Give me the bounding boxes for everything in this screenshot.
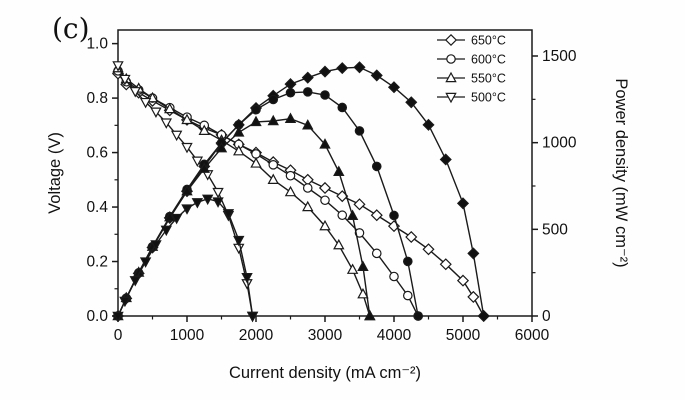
svg-text:500°C: 500°C — [471, 91, 506, 105]
svg-text:1000: 1000 — [542, 135, 577, 152]
svg-text:650°C: 650°C — [471, 34, 506, 48]
svg-text:1.0: 1.0 — [86, 36, 108, 53]
svg-text:1500: 1500 — [542, 48, 577, 65]
svg-text:600°C: 600°C — [471, 53, 506, 67]
svg-text:0.8: 0.8 — [86, 90, 108, 107]
svg-text:1000: 1000 — [170, 327, 205, 344]
svg-text:3000: 3000 — [308, 327, 343, 344]
figure-label: (c) — [52, 12, 90, 45]
svg-text:0: 0 — [114, 327, 123, 344]
svg-text:0.4: 0.4 — [86, 199, 108, 216]
svg-text:5000: 5000 — [446, 327, 481, 344]
svg-text:Power density (mW cm⁻²): Power density (mW cm⁻²) — [612, 78, 630, 267]
svg-text:500: 500 — [542, 221, 568, 238]
svg-text:2000: 2000 — [239, 327, 274, 344]
svg-text:0.6: 0.6 — [86, 145, 108, 162]
svg-text:Voltage (V): Voltage (V) — [46, 132, 64, 214]
svg-text:0.2: 0.2 — [86, 254, 108, 271]
svg-text:550°C: 550°C — [471, 72, 506, 86]
svg-text:6000: 6000 — [515, 327, 550, 344]
svg-text:4000: 4000 — [377, 327, 412, 344]
svg-text:0: 0 — [542, 308, 551, 325]
svg-text:Current density (mA cm⁻²): Current density (mA cm⁻²) — [229, 364, 421, 382]
svg-text:0.0: 0.0 — [86, 308, 108, 325]
